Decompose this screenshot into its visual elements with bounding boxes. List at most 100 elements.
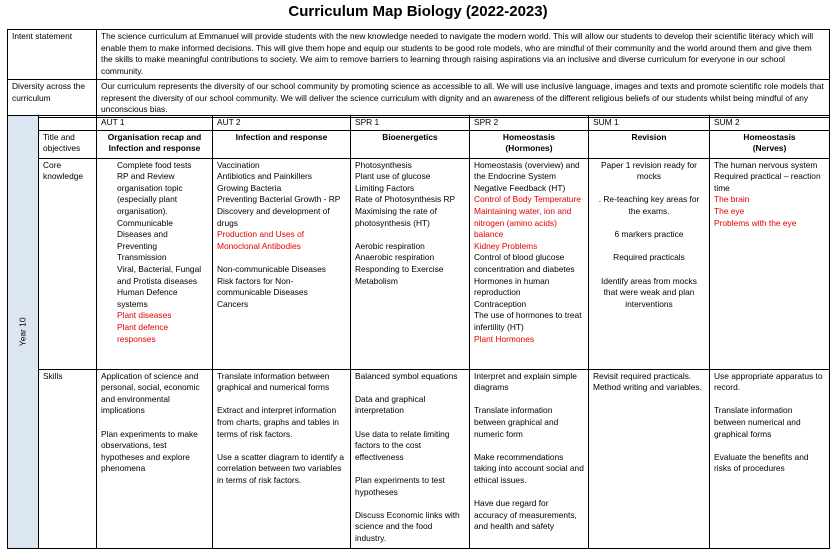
grid-cell: Homeostasis (overview) and the Endocrine… — [469, 157, 589, 370]
cell-line: Problems with the eye — [714, 217, 797, 228]
paragraph: Use data to relate limiting factors to t… — [355, 429, 465, 464]
year-label: Year 10 — [17, 317, 28, 347]
cell-line: Hormones in human reproduction — [474, 275, 550, 298]
cell-line: Rate of Photosynthesis RP — [355, 194, 456, 205]
grid-cell: Application of science and personal, soc… — [96, 368, 213, 549]
cell-line: Preventing Bacterial Growth - RP — [217, 194, 341, 205]
cell-line: Photosynthesis — [355, 159, 412, 170]
paragraph: Complete food tests RP and Review organis… — [117, 160, 208, 346]
cell-line: Plant use of glucose — [355, 171, 431, 182]
grid-cell: Vaccination Antibiotics and Painkillers Gr… — [212, 157, 351, 370]
cell-line: Negative Feedback (HT) — [474, 182, 566, 193]
cell-line: Complete food tests — [117, 159, 192, 170]
cell-line: Infection and response — [235, 131, 328, 142]
cell-line: Antibiotics and Painkillers — [217, 171, 312, 182]
cell-line: Translate information between graphical … — [217, 370, 330, 393]
paragraph: Translate information between numerical … — [714, 405, 825, 440]
cell-line: Risk factors for Non-communicable Diseas… — [217, 275, 308, 298]
grid-cell: Photosynthesis Plant use of glucose Limiti… — [350, 157, 470, 370]
cell-line: Evaluate the benefits and risks of proce… — [714, 451, 809, 474]
cell-line: The brain — [714, 194, 750, 205]
term-header: AUT 1 — [96, 115, 213, 131]
cell-line: Production and Uses of Monoclonal Antibo… — [217, 229, 305, 251]
cell-line: Contraception — [474, 298, 527, 309]
cell-line: Balanced symbol equations — [355, 370, 458, 381]
cell-line: Data and graphical interpretation — [355, 393, 426, 416]
cell-line: Required practical – reaction time — [714, 171, 821, 193]
grid-cell: Complete food tests RP and Review organis… — [96, 157, 213, 370]
cell-line: Discovery and development of drugs — [217, 205, 330, 228]
paragraph: Homeostasis (Hormones) — [474, 132, 584, 155]
cell-line: Homeostasis (overview) and the Endocrine… — [474, 159, 580, 182]
cell-line: Vaccination — [217, 159, 260, 170]
paragraph: 6 markers practice — [593, 229, 705, 241]
paragraph: Plan experiments to test hypotheses — [355, 475, 465, 498]
paragraph: Make recommendations taking into account… — [474, 452, 584, 487]
cell-line: Kidney Problems — [474, 240, 538, 251]
grid-cell: Infection and response — [212, 129, 351, 159]
paragraph: Infection and response — [217, 132, 346, 144]
curriculum-grid: Year 10 AUT 1 AUT 2 SPR 1 SPR 2 SUM 1 SUM 2 Tit… — [7, 115, 830, 549]
grid-cell: Homeostasis (Nerves) — [709, 129, 830, 159]
cell-line: (Hormones) — [505, 143, 553, 154]
term-header: SUM 1 — [588, 115, 710, 131]
grid-cell: Revision — [588, 129, 710, 159]
cell-line: Aerobic respiration — [355, 240, 425, 251]
paragraph: Balanced symbol equations — [355, 371, 465, 383]
grid-cell: Revisit required practicals. Method writ… — [588, 368, 710, 549]
cell-line: The eye — [714, 205, 745, 216]
grid-cell: Homeostasis (Hormones) — [469, 129, 589, 159]
cell-line: (Nerves) — [752, 143, 787, 154]
cell-line: Discuss Economic links with science and … — [355, 509, 460, 543]
cell-line: Plant diseases — [117, 310, 172, 321]
cell-line: Bioenergetics — [382, 131, 438, 142]
statement-label: Intent statement — [7, 29, 97, 80]
cell-line: Use appropriate apparatus to record. — [714, 370, 823, 393]
statement-text: Our curriculum represents the diversity … — [96, 79, 830, 118]
cell-line: Human Defence systems — [117, 287, 178, 309]
grid-cell: Paper 1 revision ready for mocks . Re-tea… — [588, 157, 710, 370]
cell-line: Have due regard for accuracy of measurem… — [474, 498, 577, 532]
grid-row: Skills Application of science and persona… — [8, 368, 830, 549]
paragraph: The human nervous system Required practic… — [714, 160, 825, 230]
cell-line: Non-communicable Diseases — [217, 263, 326, 274]
paragraph: Required practicals — [593, 252, 705, 264]
cell-line: Use data to relate limiting factors to t… — [355, 428, 450, 462]
cell-line: Cancers — [217, 298, 249, 309]
paragraph: Have due regard for accuracy of measurem… — [474, 498, 584, 533]
cell-line: Plan experiments to test hypotheses — [355, 474, 445, 497]
cell-line: 6 markers practice — [614, 229, 684, 240]
cell-line: Maintaining water, ion and nitrogen (ami… — [474, 205, 572, 240]
paragraph: Homeostasis (Nerves) — [714, 132, 825, 155]
cell-line: Use a scatter diagram to identify a corr… — [217, 451, 345, 485]
paragraph: Non-communicable Diseases Risk factors fo… — [217, 264, 346, 310]
cell-line: Viral, Bacterial, Fungal and Protista di… — [117, 263, 202, 286]
cell-line: Plant Hormones — [474, 333, 535, 344]
paragraph: Translate information between graphical … — [217, 371, 346, 394]
cell-line: Homeostasis — [743, 131, 796, 142]
paragraph: Paper 1 revision ready for mocks — [593, 160, 705, 183]
cell-line: Organisation recap and Infection and res… — [107, 131, 202, 154]
cell-line: The human nervous system — [714, 159, 818, 170]
grid-row: Title and objectives Organisation recap a… — [8, 129, 830, 159]
paragraph: Identify areas from mocks that were weak… — [593, 276, 705, 311]
term-header: SPR 2 — [469, 115, 589, 131]
paragraph: Revision — [593, 132, 705, 144]
paragraph: Application of science and personal, soc… — [101, 371, 208, 417]
year-cell: Year 10 — [7, 115, 39, 549]
paragraph: Revisit required practicals. Method writ… — [593, 371, 705, 394]
grid-cell: The human nervous system Required practic… — [709, 157, 830, 370]
paragraph: Aerobic respiration Anaerobic respiration… — [355, 241, 465, 287]
corner-cell — [38, 115, 97, 131]
paragraph: Translate information between graphical … — [474, 405, 584, 440]
term-header: SPR 1 — [350, 115, 470, 131]
paragraph: Use a scatter diagram to identify a corr… — [217, 452, 346, 487]
cell-line: Growing Bacteria — [217, 182, 282, 193]
page-title: Curriculum Map Biology (2022-2023) — [288, 3, 548, 20]
grid-cell: Organisation recap and Infection and res… — [96, 129, 213, 159]
paragraph: Bioenergetics — [355, 132, 465, 144]
cell-line: Translate information between graphical … — [474, 405, 559, 439]
cell-line: Identify areas from mocks that were weak… — [601, 275, 697, 309]
cell-line: Make recommendations taking into account… — [474, 451, 584, 485]
